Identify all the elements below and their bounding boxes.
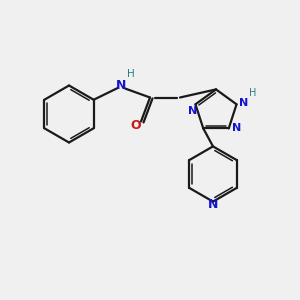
Text: N: N — [238, 98, 248, 108]
Text: N: N — [188, 106, 197, 116]
Text: N: N — [208, 197, 218, 211]
Text: H: H — [127, 69, 134, 79]
Text: N: N — [116, 79, 127, 92]
Text: O: O — [130, 118, 141, 132]
Text: N: N — [232, 124, 242, 134]
Text: H: H — [249, 88, 257, 98]
